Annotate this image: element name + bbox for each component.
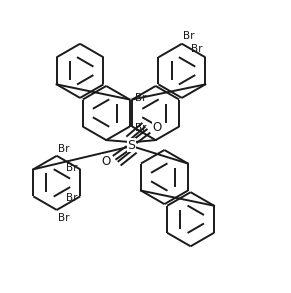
Text: Br: Br [66, 193, 77, 203]
Text: S: S [127, 139, 136, 151]
Text: Br: Br [66, 163, 77, 173]
Text: Br: Br [191, 45, 203, 54]
Text: Br: Br [183, 31, 195, 41]
Text: Br: Br [58, 144, 70, 154]
Text: Br: Br [135, 93, 147, 103]
Text: O: O [152, 121, 162, 134]
Text: O: O [102, 154, 111, 168]
Text: Br: Br [58, 213, 70, 223]
Text: Br: Br [135, 123, 147, 133]
